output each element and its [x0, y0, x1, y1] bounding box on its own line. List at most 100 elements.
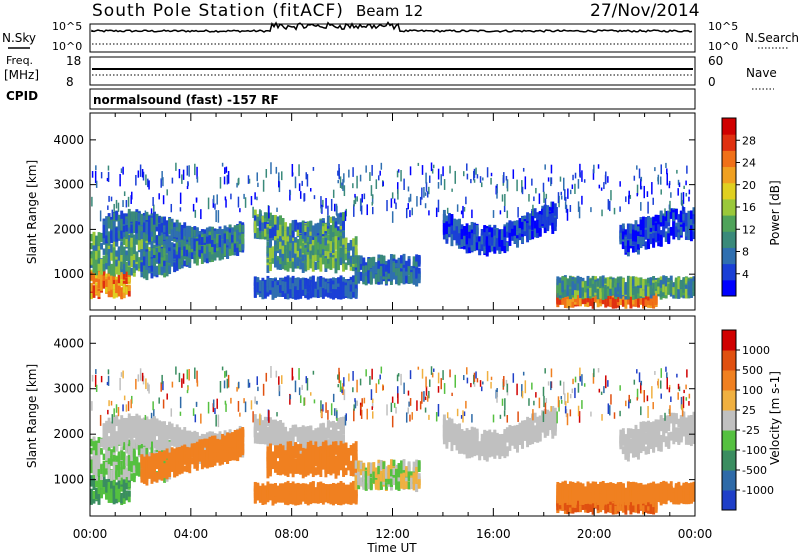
- power-cell: [561, 280, 565, 292]
- power-cell: [574, 277, 577, 286]
- power-cell: [286, 275, 290, 287]
- power-cell: [301, 261, 305, 273]
- power-cell: [90, 288, 93, 300]
- power-cell: [321, 241, 325, 250]
- power-cell: [593, 164, 595, 174]
- power-cell: [367, 258, 371, 268]
- power-cell: [660, 164, 663, 175]
- power-cell: [284, 222, 288, 231]
- power-cell: [90, 242, 93, 250]
- power-cell: [281, 240, 285, 250]
- power-cell: [395, 202, 397, 210]
- power-cell: [243, 193, 245, 199]
- power-cell: [95, 180, 98, 188]
- power-cell: [218, 249, 222, 261]
- power-cell: [262, 179, 265, 192]
- power-cell: [334, 261, 338, 274]
- colorbar-swatch: [722, 118, 736, 135]
- velocity-cell: [163, 457, 167, 467]
- power-cell: [642, 236, 645, 245]
- power-cell: [188, 245, 192, 252]
- power-cell: [95, 264, 98, 276]
- power-cell: [97, 250, 101, 259]
- power-cell: [605, 171, 607, 185]
- power-cell: [186, 165, 189, 176]
- power-cell: [102, 236, 106, 245]
- power-cell: [679, 223, 683, 236]
- power-cell: [651, 182, 653, 195]
- power-cell: [263, 290, 267, 297]
- power-cell: [454, 170, 457, 184]
- power-cell: [321, 249, 325, 262]
- power-cell: [289, 261, 293, 269]
- colorbar-tick-label: 28: [742, 134, 756, 147]
- power-cell: [642, 290, 645, 298]
- power-cell: [186, 185, 189, 190]
- power-cell: [674, 280, 678, 292]
- power-cell: [367, 273, 371, 284]
- velocity-cell: [95, 463, 98, 474]
- colorbar-swatch: [722, 231, 736, 248]
- power-cell: [586, 288, 590, 299]
- power-cell: [403, 178, 405, 191]
- power-cell: [200, 245, 204, 258]
- power-cell: [226, 247, 230, 259]
- power-cell: [142, 232, 146, 241]
- power-cell: [640, 176, 643, 182]
- power-cell: [601, 209, 603, 217]
- power-cell: [155, 235, 159, 246]
- power-cell: [473, 234, 477, 241]
- velocity-cell: [112, 461, 116, 473]
- power-cell: [139, 164, 142, 177]
- power-cell: [547, 177, 550, 182]
- power-cell: [647, 201, 649, 214]
- power-cell: [266, 227, 270, 235]
- power-cell: [213, 238, 217, 247]
- power-cell: [135, 264, 139, 271]
- velocity-cell: [132, 426, 136, 438]
- power-cell: [256, 282, 260, 293]
- power-cell: [137, 257, 141, 269]
- power-cell: [298, 183, 301, 192]
- power-cell: [419, 196, 422, 206]
- power-cell: [384, 264, 388, 272]
- power-cell: [611, 282, 615, 294]
- power-cell: [97, 232, 101, 241]
- power-cell: [294, 219, 298, 231]
- power-cell: [652, 197, 654, 205]
- nsky-tick-bottom: 10^0: [52, 40, 82, 53]
- power-cell: [294, 176, 297, 189]
- power-cell: [616, 277, 620, 286]
- power-cell: [120, 218, 124, 231]
- power-cell: [117, 202, 120, 212]
- velocity-cell: [125, 441, 129, 453]
- power-cell: [137, 212, 141, 222]
- velocity-cell: [135, 432, 139, 445]
- power-cell: [353, 200, 355, 207]
- power-cell: [639, 278, 643, 286]
- power-cell: [111, 209, 114, 219]
- power-cell: [563, 177, 565, 191]
- power-cell: [626, 223, 630, 230]
- power-cell: [281, 233, 285, 243]
- power-cell: [458, 225, 461, 236]
- power-cell: [228, 232, 232, 243]
- power-cell: [122, 251, 126, 264]
- velocity-cell: [168, 430, 172, 440]
- power-cell: [274, 224, 277, 237]
- velocity-cell: [127, 439, 131, 452]
- power-cell: [450, 214, 454, 226]
- power-cell: [687, 229, 691, 240]
- velocity-cell: [110, 449, 114, 458]
- power-cell: [228, 241, 232, 253]
- power-cell: [672, 282, 676, 291]
- power-cell: [102, 248, 106, 255]
- power-cell: [326, 283, 330, 293]
- power-cell: [115, 199, 118, 209]
- power-cell: [579, 282, 582, 290]
- power-cell: [654, 167, 656, 172]
- power-cell: [266, 261, 270, 273]
- power-cell: [361, 193, 363, 203]
- power-cell: [349, 239, 353, 251]
- power-cell: [500, 244, 504, 252]
